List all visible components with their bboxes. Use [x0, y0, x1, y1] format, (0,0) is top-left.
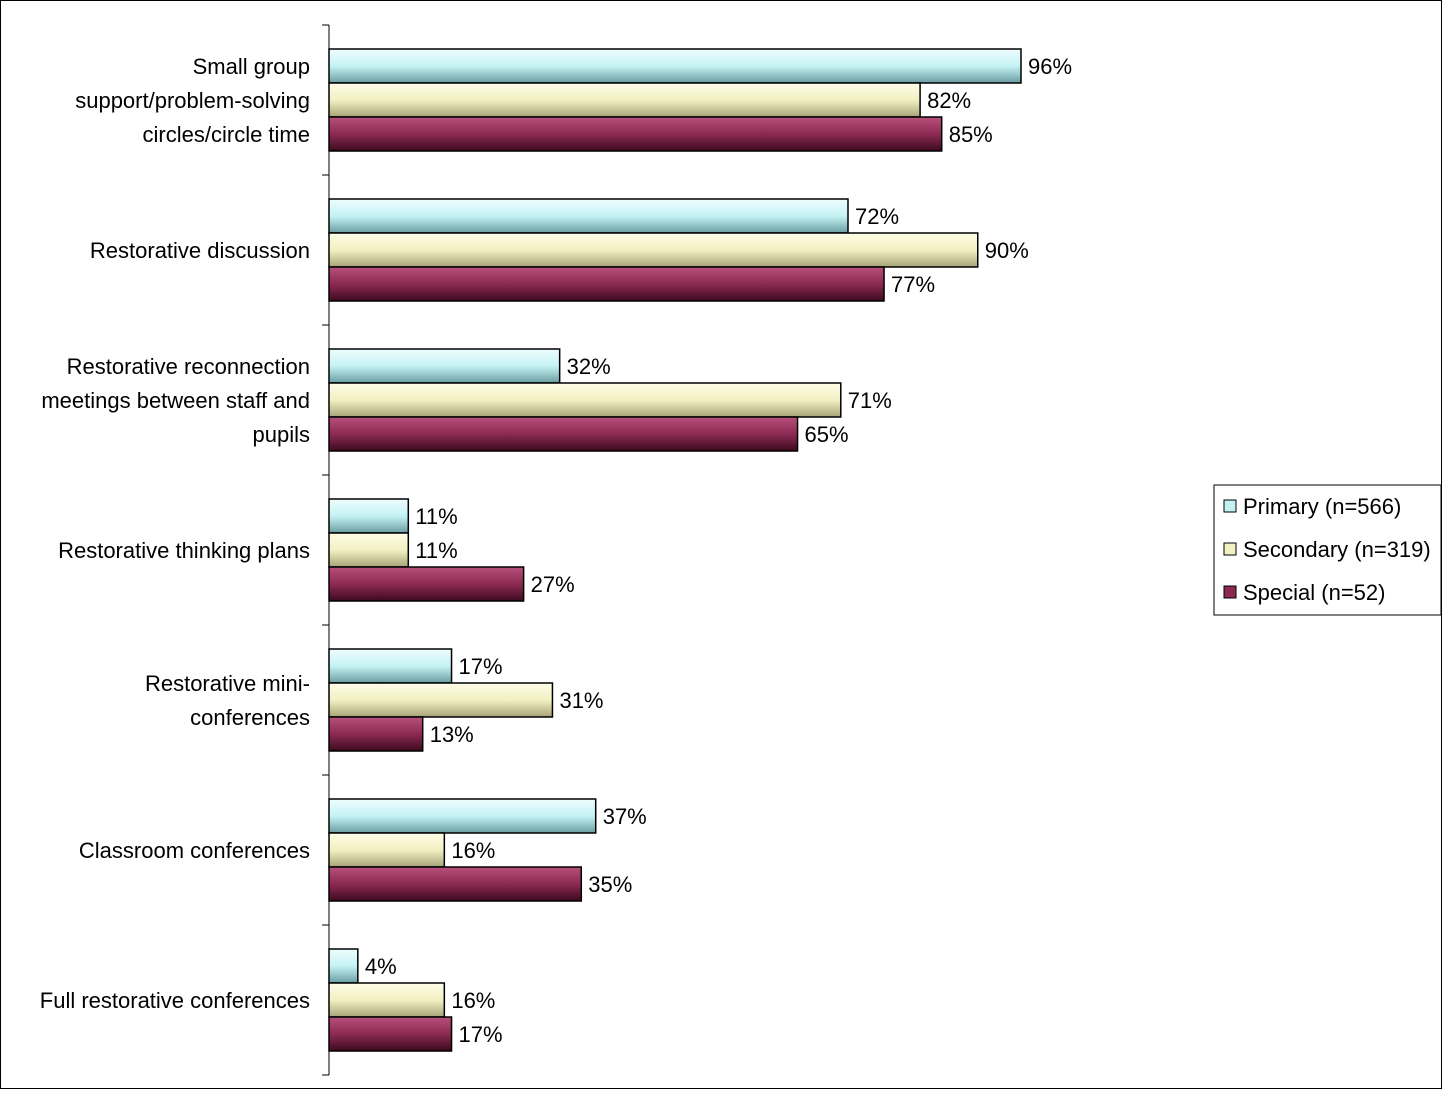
bar-value-label: 11% — [415, 538, 457, 563]
bar — [328, 832, 446, 868]
category-label-line: Restorative thinking plans — [58, 538, 310, 563]
bar — [328, 266, 885, 302]
bar — [328, 48, 1022, 84]
bar — [328, 416, 799, 452]
category-label: Restorative mini-conferences — [145, 671, 310, 730]
bar-value-label: 82% — [927, 88, 971, 113]
category-label-line: Restorative discussion — [90, 238, 310, 263]
bar — [328, 116, 943, 152]
bar — [328, 232, 979, 268]
bar — [328, 982, 446, 1018]
bar-value-label: 96% — [1028, 54, 1072, 79]
bar-value-label: 90% — [985, 238, 1029, 263]
bar-value-label: 27% — [531, 572, 575, 597]
category-label-line: conferences — [190, 705, 310, 730]
bar-value-label: 71% — [848, 388, 892, 413]
bar-value-label: 35% — [588, 872, 632, 897]
legend-label: Primary (n=566) — [1243, 494, 1401, 519]
bar — [328, 648, 453, 684]
bar-value-label: 85% — [949, 122, 993, 147]
category-label-line: Restorative reconnection — [67, 354, 310, 379]
category-label-line: Restorative mini- — [145, 671, 310, 696]
plot-area: Small group support/problem-solving circle… — [40, 24, 1072, 1076]
category-label: Classroom conferences — [79, 838, 310, 863]
legend-label: Secondary (n=319) — [1243, 537, 1431, 562]
bar-value-label: 32% — [567, 354, 611, 379]
bar-value-label: 65% — [805, 422, 849, 447]
legend: Primary (n=566) Secondary (n=319) Special … — [1213, 484, 1442, 616]
category-label-line: Small group — [193, 54, 310, 79]
bar-value-label: 13% — [430, 722, 474, 747]
bar — [328, 716, 424, 752]
bar — [328, 1016, 453, 1052]
bar — [328, 82, 921, 118]
bar — [328, 682, 554, 718]
category-label-line: meetings between staff and — [41, 388, 310, 413]
legend-swatch — [1223, 499, 1237, 513]
category-label: Small group support/problem-solving circle… — [75, 54, 310, 147]
category-label-line: pupils — [253, 422, 310, 447]
bar-value-label: 16% — [451, 988, 495, 1013]
legend-label: Special (n=52) — [1243, 580, 1385, 605]
bar-value-label: 16% — [451, 838, 495, 863]
bar — [328, 348, 561, 384]
category-label: Restorative discussion — [90, 238, 310, 263]
bar — [328, 498, 410, 534]
legend-box — [1213, 484, 1442, 616]
legend-swatch — [1223, 542, 1237, 556]
category-label: Restorative reconnection meetings between… — [41, 354, 310, 447]
bar-value-label: 77% — [891, 272, 935, 297]
bar-value-label: 17% — [459, 1022, 503, 1047]
bar-value-label: 4% — [365, 954, 397, 979]
bar — [328, 198, 849, 234]
category-label-line: support/problem-solving — [75, 88, 310, 113]
bar — [328, 532, 410, 568]
bar-value-label: 31% — [559, 688, 603, 713]
bar-value-label: 72% — [855, 204, 899, 229]
bar-value-label: 11% — [415, 504, 457, 529]
category-label: Restorative thinking plans — [58, 538, 310, 563]
bar — [328, 866, 583, 902]
category-label-line: Classroom conferences — [79, 838, 310, 863]
legend-swatch — [1223, 585, 1237, 599]
bar-value-label: 37% — [603, 804, 647, 829]
bar-value-label: 17% — [459, 654, 503, 679]
bar — [328, 382, 842, 418]
bar — [328, 798, 597, 834]
category-label: Full restorative conferences — [40, 988, 310, 1013]
bar — [328, 948, 359, 984]
bar — [328, 566, 525, 602]
category-label-line: circles/circle time — [143, 122, 310, 147]
category-label-line: Full restorative conferences — [40, 988, 310, 1013]
